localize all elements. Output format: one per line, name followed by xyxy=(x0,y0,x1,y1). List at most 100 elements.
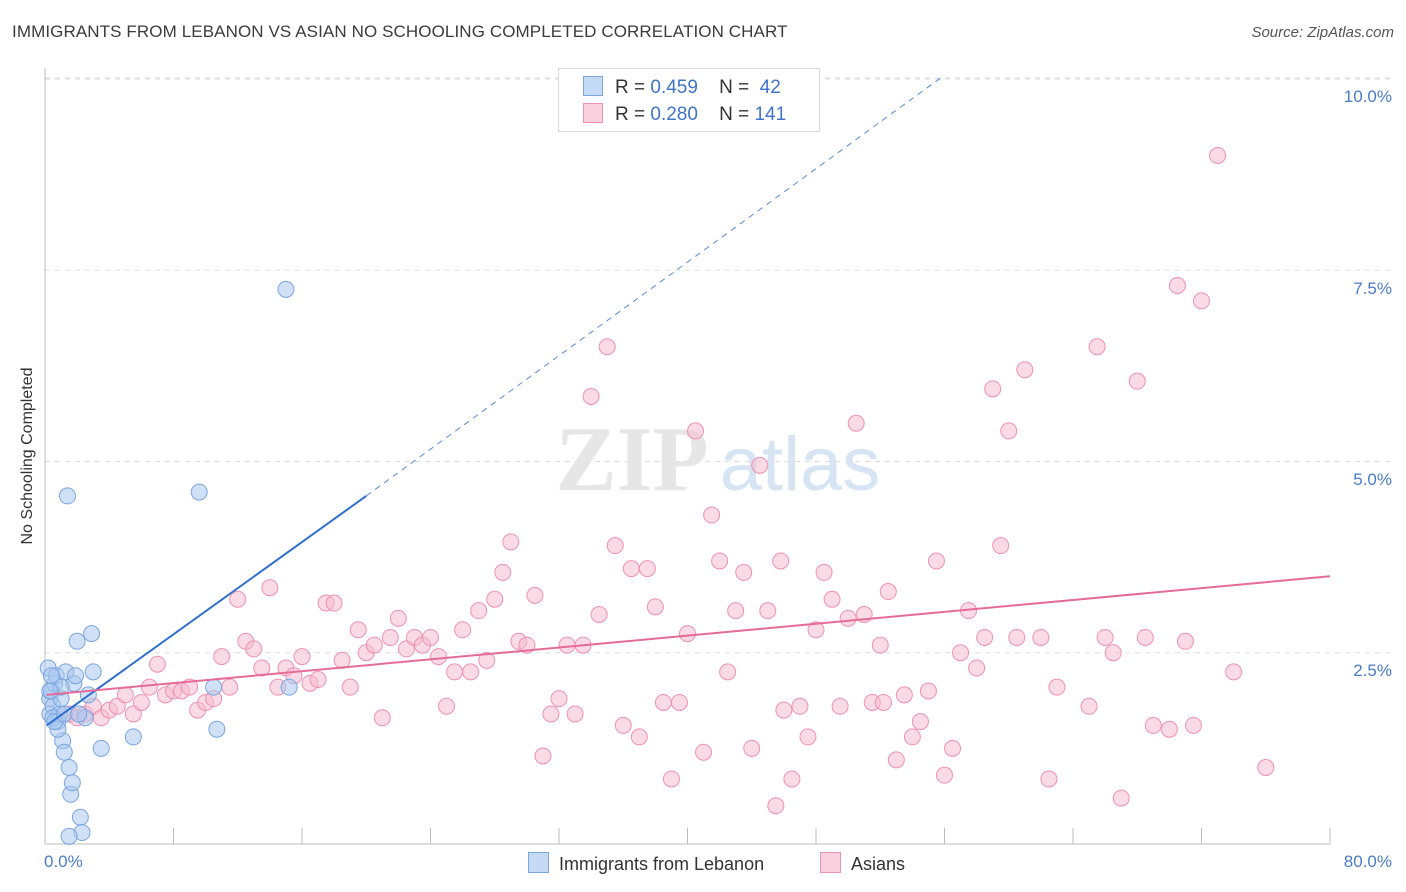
scatter-point xyxy=(280,678,298,696)
scatter-point xyxy=(1209,147,1227,164)
scatter-point xyxy=(526,586,544,604)
trend-line xyxy=(46,575,1331,696)
scatter-point xyxy=(903,728,921,746)
scatter-point xyxy=(245,640,263,658)
scatter-point xyxy=(952,644,970,662)
y-tick-label: 7.5% xyxy=(1353,279,1392,298)
scatter-point xyxy=(550,690,568,708)
watermark-atlas: atlas xyxy=(720,422,881,507)
scatter-point xyxy=(606,537,624,555)
scatter-point xyxy=(277,280,295,298)
legend-r-value: 0.459 xyxy=(650,77,698,98)
scatter-point xyxy=(622,560,640,578)
legend-n-value: 141 xyxy=(754,104,787,125)
scatter-point xyxy=(1128,372,1146,390)
series-swatch-pink xyxy=(820,852,841,873)
scatter-point xyxy=(1008,628,1026,646)
scatter-point xyxy=(181,678,199,696)
scatter-point xyxy=(83,625,101,643)
scatter-point xyxy=(1160,720,1178,738)
scatter-point xyxy=(927,552,945,570)
scatter-point xyxy=(662,770,680,788)
correlation-legend: R = 0.459 N = 42 R = 0.280 N = 141 xyxy=(558,68,820,132)
series-swatch-blue xyxy=(528,852,549,873)
scatter-point xyxy=(1225,663,1243,681)
scatter-point xyxy=(92,739,110,757)
scatter-point xyxy=(502,533,520,551)
scatter-point xyxy=(695,743,713,761)
watermark-zip: ZIP xyxy=(555,408,708,510)
scatter-point xyxy=(984,380,1002,398)
scatter-point xyxy=(719,663,737,681)
scatter-point xyxy=(638,560,656,578)
legend-r-label: R = xyxy=(615,104,646,125)
series-legend-lebanon: Immigrants from Lebanon xyxy=(528,852,764,875)
legend-swatch-blue xyxy=(583,76,603,96)
scatter-point xyxy=(823,590,841,608)
scatter-point xyxy=(148,655,166,673)
watermark: ZIP atlas xyxy=(555,408,880,510)
scatter-point xyxy=(293,648,311,666)
y-tick-label: 2.5% xyxy=(1353,661,1392,680)
scatter-point xyxy=(190,483,208,501)
scatter-point xyxy=(751,456,769,474)
legend-row-asians: R = 0.280 N = 141 xyxy=(583,103,786,126)
scatter-point xyxy=(71,808,89,826)
scatter-point xyxy=(438,697,456,715)
trend-lines xyxy=(46,74,1331,727)
scatter-point xyxy=(349,621,367,639)
scatter-point xyxy=(992,537,1010,555)
scatter-point xyxy=(462,663,480,681)
scatter-point xyxy=(389,609,407,627)
scatter-point xyxy=(229,590,247,608)
scatter-point xyxy=(1176,632,1194,650)
scatter-point xyxy=(1168,277,1186,295)
scatter-point xyxy=(1112,789,1130,807)
scatter-point xyxy=(791,697,809,715)
scatter-point xyxy=(646,598,664,616)
scatter-point xyxy=(582,387,600,405)
chart-title: IMMIGRANTS FROM LEBANON VS ASIAN NO SCHO… xyxy=(12,22,788,41)
scatter-point xyxy=(1088,338,1106,356)
scatter-point xyxy=(614,716,632,734)
scatter-point xyxy=(70,705,88,723)
scatter-point xyxy=(1136,628,1154,646)
scatter-point xyxy=(727,602,745,620)
scatter-point xyxy=(63,774,81,792)
scatter-point xyxy=(1080,697,1098,715)
scatter-point xyxy=(703,506,721,524)
scatter-point xyxy=(454,621,472,639)
trend-line-extension xyxy=(365,74,945,497)
scatter-point xyxy=(60,759,78,776)
scatter-point xyxy=(831,697,849,715)
scatter-point xyxy=(1104,644,1122,662)
scatter-point xyxy=(140,678,158,696)
y-tick-label: 10.0% xyxy=(1343,87,1392,106)
scatter-point xyxy=(630,728,648,746)
scatter-point xyxy=(558,636,576,654)
legend-row-lebanon: R = 0.459 N = 42 xyxy=(583,76,781,99)
scatter-point xyxy=(41,682,59,700)
scatter-point xyxy=(221,678,239,696)
series-label: Immigrants from Lebanon xyxy=(559,854,765,874)
scatter-point xyxy=(735,563,753,581)
scatter-point xyxy=(879,583,897,601)
scatter-point xyxy=(670,693,688,711)
scatter-point xyxy=(1184,716,1202,734)
scatter-point xyxy=(1096,628,1114,646)
scatter-point xyxy=(132,693,150,711)
scatter-point xyxy=(68,632,86,650)
scatter-point xyxy=(55,743,73,761)
scatter-point xyxy=(783,770,801,788)
scatter-point xyxy=(887,751,905,769)
scatter-point xyxy=(309,671,327,689)
scatter-point xyxy=(213,648,231,666)
scatter-point xyxy=(711,552,729,570)
x-tick-label-min: 0.0% xyxy=(44,852,83,871)
scatter-point xyxy=(381,628,399,646)
scatter-point xyxy=(759,602,777,620)
scatter-point xyxy=(815,563,833,581)
legend-r-value: 0.280 xyxy=(650,104,698,125)
scatter-point xyxy=(58,487,76,505)
